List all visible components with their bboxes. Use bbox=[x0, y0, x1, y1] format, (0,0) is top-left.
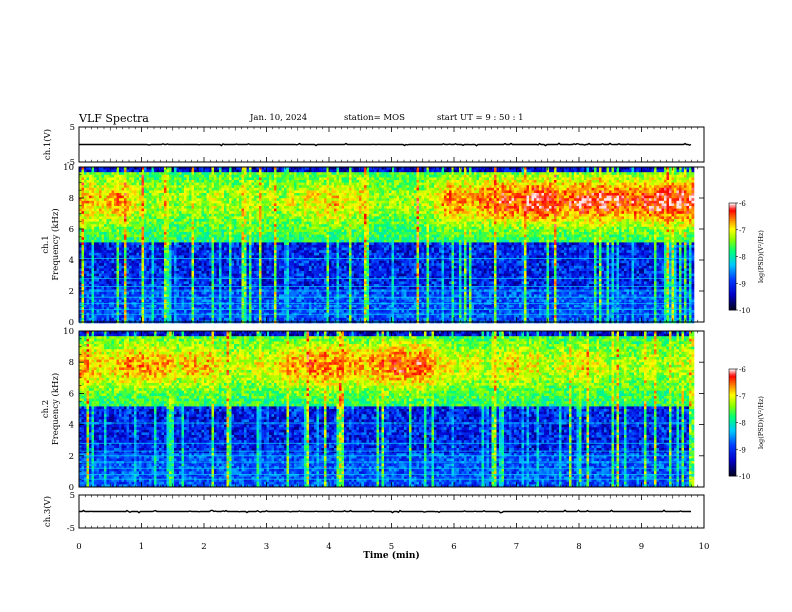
y-axis-label-line: ch.2 bbox=[41, 400, 51, 418]
y-tick-label: -5 bbox=[67, 524, 75, 534]
x-tick-label: 0 bbox=[76, 542, 81, 552]
colorbar-tick-label: -6 bbox=[739, 366, 746, 374]
y-tick-label: 6 bbox=[69, 389, 74, 399]
y-axis-label-line: Frequency (kHz) bbox=[50, 373, 61, 445]
vlf-spectra-figure: 5-5ch.1(V) 0246810ch.1Frequency (kHz) 02… bbox=[0, 0, 792, 612]
x-tick-label: 10 bbox=[699, 542, 710, 552]
y-axis-label: ch.2Frequency (kHz) bbox=[41, 373, 61, 445]
colorbar-tick-label: -8 bbox=[739, 420, 746, 428]
y-tick-label: 4 bbox=[69, 256, 74, 266]
y-axis-label-line: Frequency (kHz) bbox=[50, 208, 61, 280]
colorbar-tick-label: -10 bbox=[739, 307, 750, 315]
spectrogram-image bbox=[79, 167, 694, 323]
colorbar-tick-label: -9 bbox=[739, 280, 746, 288]
x-tick-label: 2 bbox=[201, 542, 206, 552]
x-tick-label: 6 bbox=[451, 542, 456, 552]
y-tick-label: 4 bbox=[69, 421, 74, 431]
x-axis-label: Time (min) bbox=[363, 550, 420, 561]
colorbar-tick-label: -9 bbox=[739, 446, 746, 454]
y-tick-label: 6 bbox=[69, 225, 74, 235]
colorbar-tick-label: -7 bbox=[739, 227, 746, 235]
y-tick-label: 8 bbox=[69, 358, 74, 368]
x-tick-label: 3 bbox=[264, 542, 269, 552]
y-tick-label: 5 bbox=[70, 491, 75, 501]
y-axis-label: ch.1Frequency (kHz) bbox=[41, 208, 61, 280]
colorbar-label: log(PSD)(V²/Hz) bbox=[757, 230, 765, 283]
y-tick-label: 10 bbox=[63, 327, 74, 337]
y-tick-label: 2 bbox=[69, 287, 74, 297]
y-tick-label: 8 bbox=[69, 194, 74, 204]
ch2-colorbar: -6 -7 -8 -9 -10 log(PSD)(V²/Hz) bbox=[729, 366, 765, 481]
colorbar-tick-label: -10 bbox=[739, 473, 750, 481]
colorbar-label: log(PSD)(V²/Hz) bbox=[757, 396, 765, 449]
colorbar-tick-label: -6 bbox=[739, 200, 746, 208]
spectrogram-image bbox=[79, 331, 694, 487]
colorbar-tick-label: -8 bbox=[739, 254, 746, 262]
y-tick-label: 10 bbox=[63, 163, 74, 173]
y-axis-label: ch.1(V) bbox=[42, 129, 53, 160]
y-tick-label: 2 bbox=[69, 452, 74, 462]
x-tick-label: 1 bbox=[139, 542, 144, 552]
y-axis-label-line: ch.1 bbox=[41, 235, 51, 253]
x-tick-label: 4 bbox=[326, 542, 331, 552]
y-tick-label: 5 bbox=[70, 123, 75, 133]
ch1-waveform-panel: 5-5ch.1(V) bbox=[42, 123, 704, 168]
ch1-colorbar: -6 -7 -8 -9 -10 log(PSD)(V²/Hz) bbox=[729, 200, 765, 315]
ch3-waveform-panel: 5 -5 ch.3(V) bbox=[42, 491, 704, 534]
colorbar-tick-label: -7 bbox=[739, 393, 746, 401]
x-tick-label: 9 bbox=[639, 542, 644, 552]
x-tick-label: 8 bbox=[576, 542, 581, 552]
y-axis-label: ch.3(V) bbox=[42, 496, 53, 527]
x-tick-label: 7 bbox=[514, 542, 519, 552]
